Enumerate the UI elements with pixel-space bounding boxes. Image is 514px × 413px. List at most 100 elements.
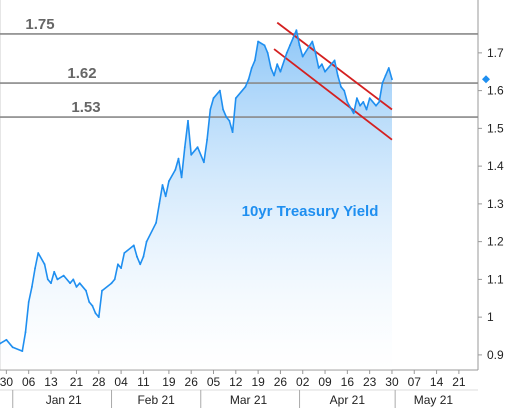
series-area bbox=[0, 30, 392, 370]
month-labels: Jan 21 Feb 21 Mar 21 Apr 21 May 21 bbox=[12, 390, 453, 408]
data-point-2021-03-08 bbox=[222, 108, 225, 111]
data-point-2021-01-22 bbox=[78, 282, 81, 285]
data-point-2021-04-19 bbox=[356, 97, 358, 100]
x-tick-label-2021-04-09: 09 bbox=[318, 375, 332, 389]
area-layer bbox=[0, 30, 392, 370]
data-point-2021-03-22 bbox=[266, 52, 269, 54]
data-point-2021-03-10 bbox=[228, 119, 231, 122]
last-value-marker bbox=[482, 75, 490, 84]
line-layer bbox=[0, 29, 393, 352]
x-axis-ticks: 30 06 13 21 28 04 11 19 26 05 12 19 26 02 09 16 23 30 07 14… bbox=[0, 370, 466, 389]
data-point-2021-01-24 bbox=[85, 289, 87, 292]
data-point-2021-03-19 bbox=[257, 40, 259, 43]
y-tick-label-1.4: 1.4 bbox=[487, 159, 504, 173]
data-point-2021-03-24 bbox=[273, 74, 275, 77]
data-point-2021-04-13 bbox=[336, 74, 339, 77]
data-point-2021-04-07 bbox=[317, 67, 320, 69]
data-point-2021-01-20 bbox=[72, 278, 75, 281]
data-point-2021-04-25 bbox=[375, 104, 377, 107]
data-point-2021-02-24 bbox=[183, 146, 186, 149]
x-tick-label-2021-04-23: 23 bbox=[363, 375, 377, 389]
data-point-2021-01-19 bbox=[69, 282, 71, 285]
data-point-2021-02-25 bbox=[187, 119, 189, 122]
data-point-2021-02-15 bbox=[155, 221, 158, 224]
data-point-2021-01-26 bbox=[91, 304, 94, 307]
month-label-Mar-21: Mar 21 bbox=[230, 393, 268, 407]
data-point-2021-03-26 bbox=[279, 70, 282, 73]
data-point-2021-02-11 bbox=[142, 255, 145, 258]
data-point-2021-02-18 bbox=[164, 195, 167, 198]
data-point-2021-03-02 bbox=[203, 161, 205, 164]
data-point-2021-03-30 bbox=[292, 36, 295, 39]
data-point-2021-01-01 bbox=[11, 346, 14, 349]
data-point-2021-02-01 bbox=[110, 282, 113, 285]
month-label-Jan-21: Jan 21 bbox=[46, 393, 82, 407]
data-point-2021-01-11 bbox=[43, 263, 46, 266]
data-point-2021-02-09 bbox=[136, 255, 138, 258]
data-point-2021-02-02 bbox=[113, 278, 116, 281]
y-tick-label-1.3: 1.3 bbox=[487, 197, 504, 211]
data-point-2021-03-09 bbox=[225, 116, 228, 118]
x-tick-label-2021-02-19: 19 bbox=[162, 375, 176, 389]
data-point-2021-02-16 bbox=[158, 203, 161, 205]
data-point-2021-04-09 bbox=[324, 70, 326, 73]
data-point-2021-04-27 bbox=[381, 82, 384, 84]
data-point-2021-01-08 bbox=[34, 267, 36, 269]
level-label-1.75: 1.75 bbox=[25, 16, 54, 33]
x-tick-label-2021-04-02: 02 bbox=[296, 375, 310, 389]
data-point-2021-04-12 bbox=[333, 59, 336, 62]
x-tick-label-2021-02-11: 11 bbox=[137, 375, 150, 389]
y-axis-ticks: 0.9 1 1.1 1.2 1.3 1.4 1.5 1.6 1.7 bbox=[478, 46, 504, 362]
data-point-2021-01-09 bbox=[37, 252, 40, 254]
data-point-2021-03-25 bbox=[276, 63, 279, 66]
y-tick-label-1.2: 1.2 bbox=[487, 235, 504, 249]
data-point-2021-02-28 bbox=[196, 146, 199, 149]
data-point-2021-02-23 bbox=[180, 176, 183, 179]
x-tick-label-2021-04-16: 16 bbox=[341, 375, 355, 389]
data-point-2021-02-26 bbox=[190, 153, 193, 156]
data-point-2021-04-23 bbox=[368, 97, 371, 100]
level-layer: 1.75 1.62 1.53 bbox=[0, 16, 478, 118]
y-tick-label-1.1: 1.1 bbox=[487, 272, 504, 286]
data-point-2021-01-13 bbox=[50, 282, 52, 285]
data-point-2021-01-29 bbox=[101, 289, 103, 292]
x-tick-label-2021-03-19: 19 bbox=[251, 375, 265, 389]
data-point-2021-01-05 bbox=[24, 331, 27, 334]
y-tick-label-0.9: 0.9 bbox=[487, 348, 504, 362]
level-label-1.53: 1.53 bbox=[71, 99, 100, 116]
data-point-2021-03-04 bbox=[209, 108, 212, 111]
trendline-2 bbox=[273, 48, 393, 141]
x-tick-label-2021-01-06: 06 bbox=[22, 375, 36, 389]
data-point-2021-02-21 bbox=[174, 169, 177, 171]
x-tick-label-2021-05-14: 14 bbox=[430, 375, 444, 389]
data-point-2021-03-18 bbox=[254, 59, 256, 62]
y-tick-label-1.7: 1.7 bbox=[487, 46, 504, 60]
data-point-2021-04-22 bbox=[365, 108, 368, 111]
x-tick-label-2021-03-05: 05 bbox=[207, 375, 221, 389]
x-tick-label-2021-02-26: 26 bbox=[185, 375, 199, 389]
x-tick-label-2021-04-30: 30 bbox=[385, 375, 399, 389]
data-point-2021-01-15 bbox=[56, 278, 59, 281]
month-label-Feb-21: Feb 21 bbox=[137, 393, 175, 407]
y-tick-label-1.6: 1.6 bbox=[487, 84, 504, 98]
data-point-2021-04-21 bbox=[362, 101, 365, 103]
data-point-2021-01-14 bbox=[53, 270, 56, 273]
data-point-2021-02-12 bbox=[145, 240, 148, 243]
data-point-2021-02-04 bbox=[120, 267, 122, 269]
data-point-2021-04-18 bbox=[352, 112, 355, 115]
data-point-2021-01-21 bbox=[75, 286, 78, 288]
y-tick-label-1: 1 bbox=[487, 310, 494, 324]
data-point-2021-01-06 bbox=[27, 301, 30, 303]
data-point-2021-01-25 bbox=[88, 301, 91, 303]
data-point-2021-04-26 bbox=[378, 101, 381, 103]
level-label-1.62: 1.62 bbox=[67, 65, 96, 82]
data-point-2021-02-03 bbox=[117, 263, 119, 266]
x-tick-label-2021-01-21: 21 bbox=[70, 375, 84, 389]
month-label-Apr-21: Apr 21 bbox=[330, 393, 366, 407]
data-point-2021-01-12 bbox=[46, 278, 49, 281]
data-point-2020-12-30 bbox=[5, 338, 8, 341]
data-point-2021-02-08 bbox=[132, 244, 135, 247]
data-point-2021-02-10 bbox=[139, 263, 142, 266]
